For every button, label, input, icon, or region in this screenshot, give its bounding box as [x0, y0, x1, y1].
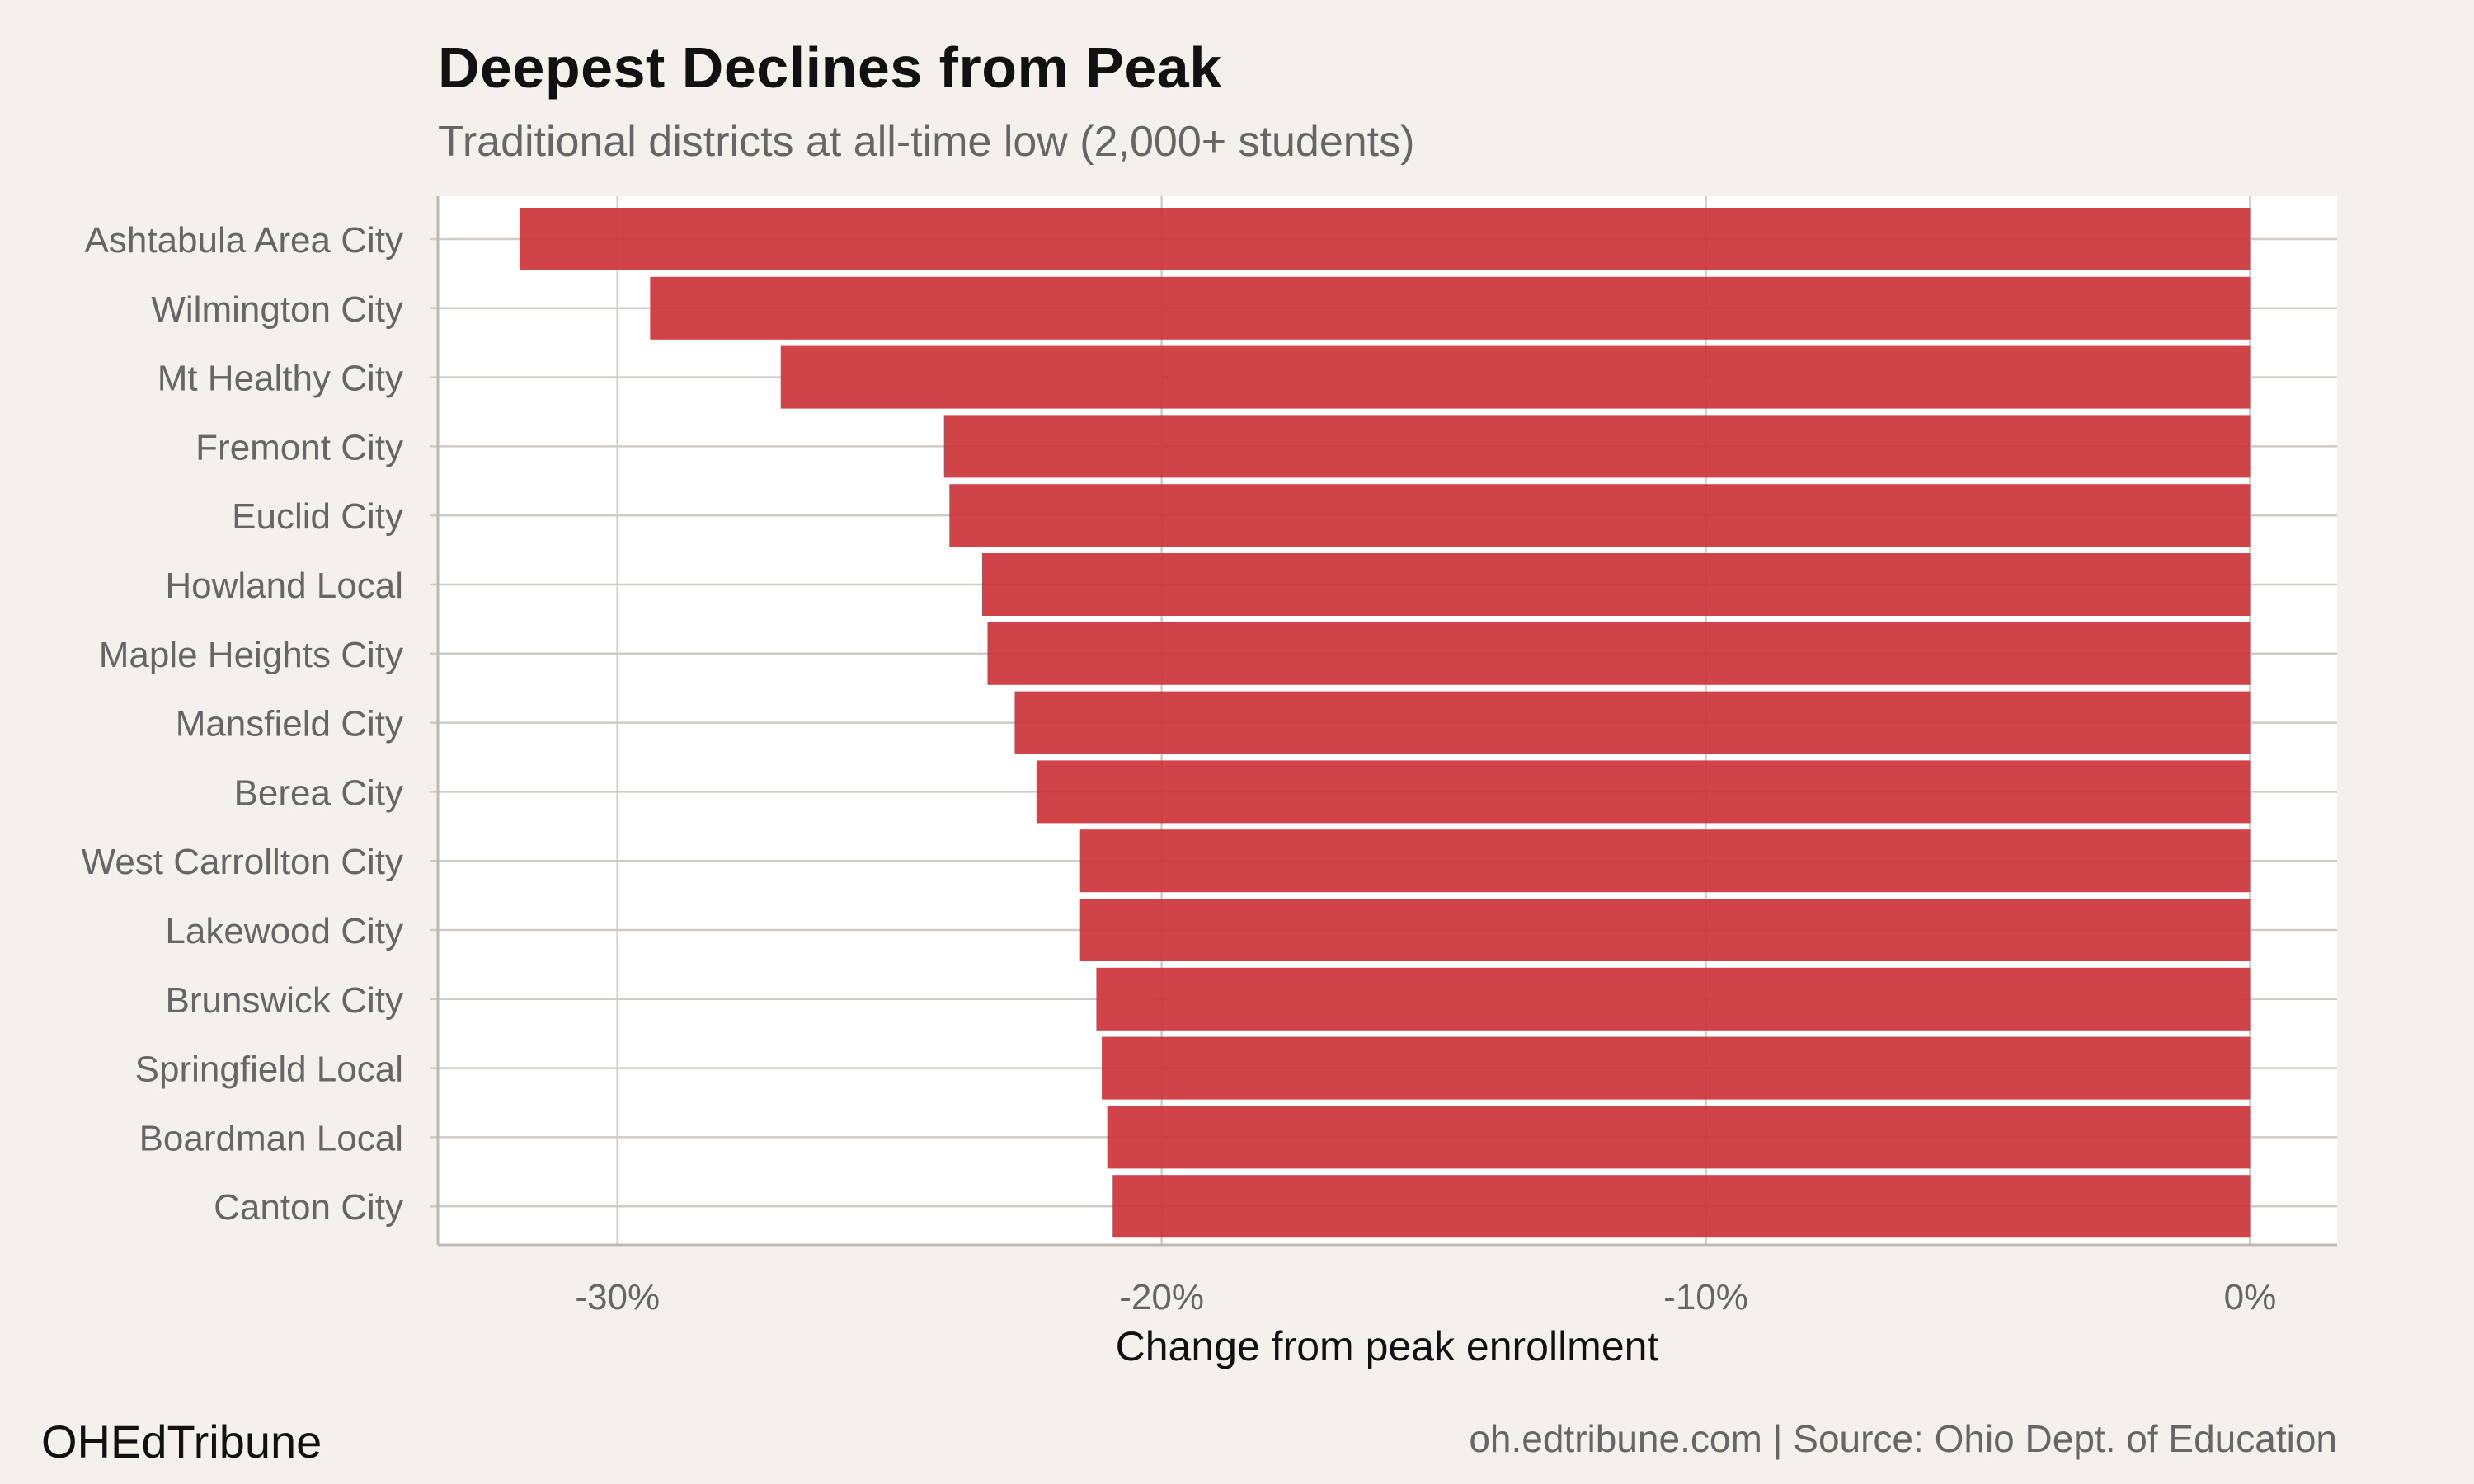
bar [1102, 1036, 2251, 1100]
bar [949, 484, 2251, 547]
bar [1014, 691, 2251, 754]
bar [987, 622, 2251, 685]
bars [519, 208, 2251, 1238]
bar [1107, 1106, 2251, 1169]
x-axis-title: Change from peak enrollment [1116, 1323, 1659, 1369]
category-label: Howland Local [165, 566, 403, 606]
bar [981, 553, 2251, 616]
category-label: Boardman Local [139, 1118, 403, 1158]
category-label: Canton City [214, 1187, 403, 1228]
source-credit: oh.edtribune.com | Source: Ohio Dept. of… [1469, 1417, 2337, 1460]
y-axis-labels: Ashtabula Area City Wilmington City Mt Hea… [82, 220, 403, 1228]
x-tick-label: -20% [1119, 1277, 1204, 1317]
x-axis-labels: -30% -20% -10% 0% [575, 1277, 2276, 1317]
bar [1079, 899, 2251, 961]
bar [1112, 1175, 2251, 1238]
x-tick-label: 0% [2224, 1277, 2277, 1317]
category-label: Fremont City [195, 427, 403, 467]
category-label: Lakewood City [165, 911, 403, 951]
category-label: Maple Heights City [99, 635, 403, 675]
category-label: Berea City [234, 773, 403, 813]
category-label: Mt Healthy City [158, 359, 403, 399]
category-label: Ashtabula Area City [85, 220, 403, 261]
bar [650, 276, 2251, 340]
bar [943, 415, 2251, 478]
category-label: Springfield Local [135, 1050, 403, 1090]
chart-subtitle: Traditional districts at all-time low (2… [438, 118, 1415, 166]
category-label: Mansfield City [176, 704, 403, 744]
brand-logo-text: OHEdTribune [41, 1416, 322, 1468]
x-tick-label: -30% [575, 1277, 660, 1317]
bar [519, 208, 2251, 270]
category-label: Wilmington City [151, 289, 403, 330]
bar [1079, 829, 2251, 893]
category-label: Brunswick City [166, 980, 404, 1021]
chart-title: Deepest Declines from Peak [438, 35, 1222, 100]
bar [1096, 967, 2251, 1031]
category-label: West Carrollton City [82, 842, 403, 882]
x-tick-label: -10% [1663, 1277, 1748, 1317]
category-label: Euclid City [232, 496, 403, 537]
bar [780, 345, 2251, 409]
bar [1036, 760, 2251, 824]
